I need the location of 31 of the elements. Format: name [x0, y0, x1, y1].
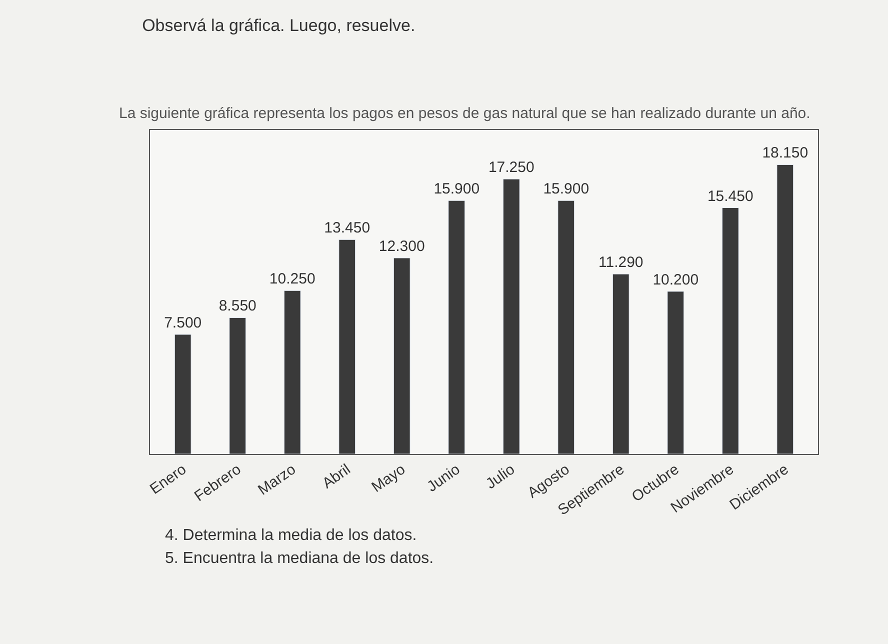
chart-title: Observá la gráfica. Luego, resuelve. [142, 16, 416, 36]
text: 4. Determina la media de los datos. [165, 527, 417, 544]
data-label: 10.250 [269, 270, 316, 288]
x-tick-label: Junio [424, 460, 464, 496]
x-tick-label: Mayo [368, 460, 408, 496]
data-label: 8.550 [218, 298, 256, 315]
bar [284, 290, 301, 454]
bar [612, 274, 630, 454]
data-label: 12.300 [378, 238, 425, 255]
data-label: 11.290 [598, 254, 644, 272]
bar [338, 239, 356, 454]
bar [448, 200, 466, 454]
data-label: 15.900 [543, 180, 590, 198]
bar [558, 200, 575, 454]
data-label: 7.500 [164, 314, 202, 332]
bar [667, 291, 684, 454]
bar [722, 208, 739, 454]
data-label: 17.250 [488, 159, 534, 176]
data-label: 15.900 [434, 180, 480, 198]
bar [776, 164, 794, 454]
text: 5. Encuentra la mediana de los datos. [165, 550, 434, 567]
x-tick-label: Julio [482, 460, 518, 493]
chart-subtitle: La siguiente gráfica representa los pagos en pesos de gas natural que se han realizado durante un año. [119, 105, 810, 122]
data-label: 15.450 [707, 188, 754, 205]
bar [393, 258, 410, 454]
data-label: 18.150 [762, 144, 808, 162]
bar [229, 317, 246, 454]
data-label: 13.450 [324, 220, 370, 237]
bar [502, 178, 520, 454]
data-label: 10.200 [652, 271, 699, 288]
bar [174, 334, 192, 454]
